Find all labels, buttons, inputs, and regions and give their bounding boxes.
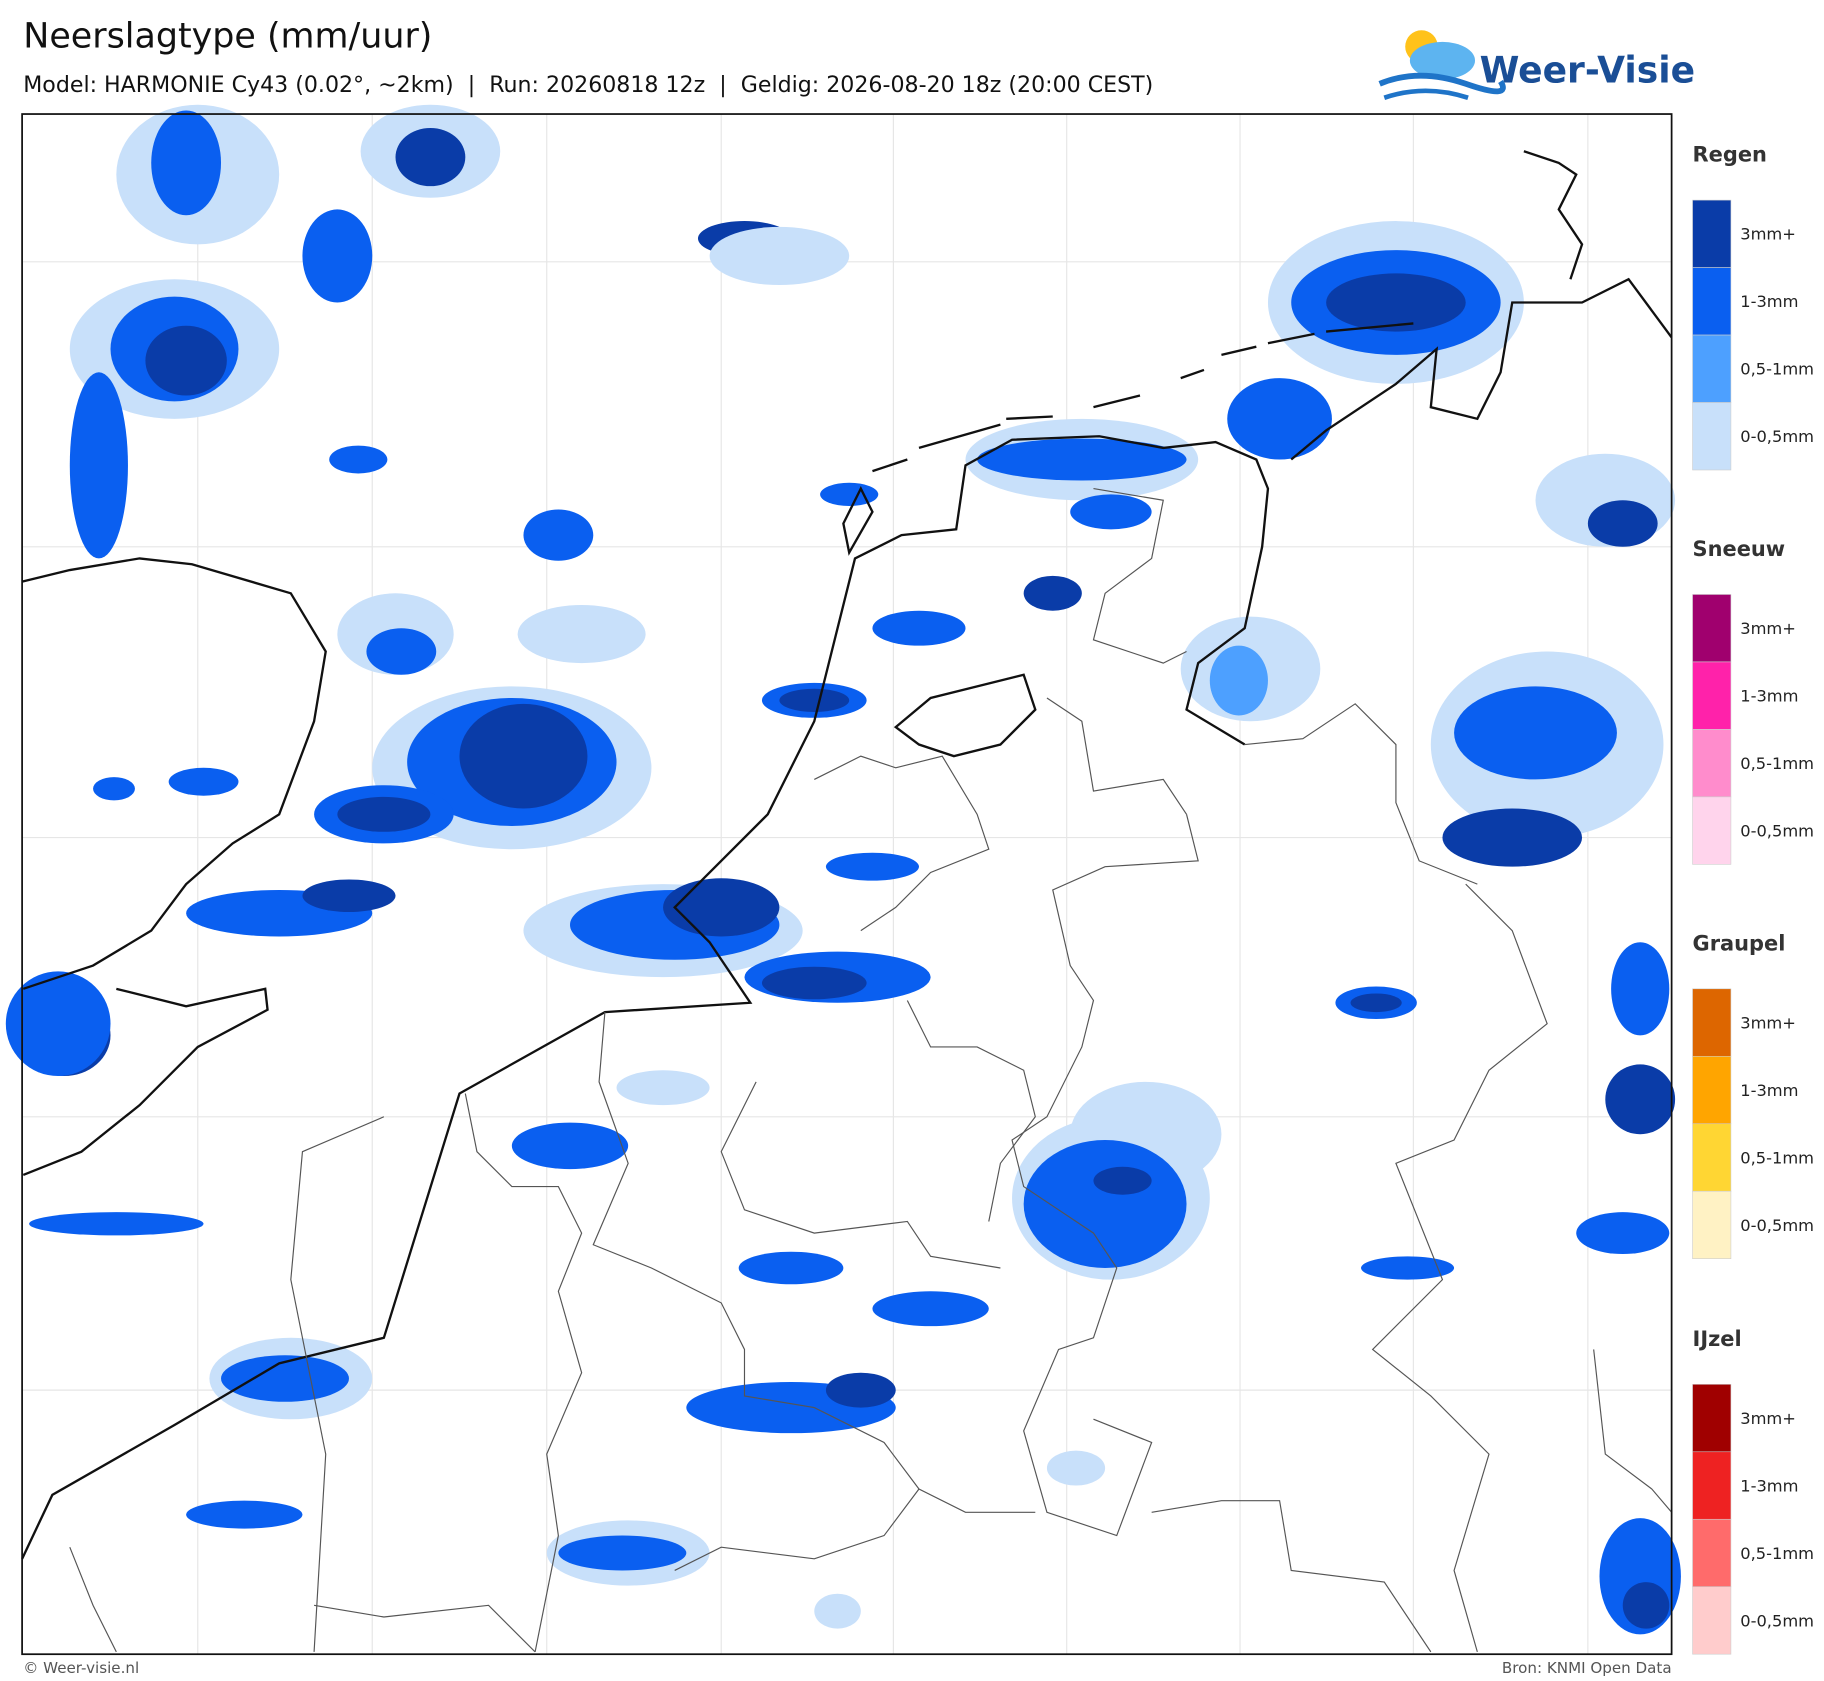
legend-swatch [1692, 729, 1732, 798]
precipitation [5, 104, 1681, 1635]
legend-swatch [1692, 334, 1732, 403]
legend-label: 0-0,5mm [1740, 1216, 1814, 1235]
legend-label: 1-3mm [1740, 292, 1798, 311]
legend-label: 0,5-1mm [1740, 1148, 1814, 1167]
borders [69, 488, 1673, 1653]
legend-label: 0,5-1mm [1740, 1544, 1814, 1563]
legend-swatch [1692, 988, 1732, 1057]
legend-label: 0,5-1mm [1740, 754, 1814, 773]
map [5, 104, 1681, 1656]
legend-label: 3mm+ [1740, 1409, 1796, 1428]
legend-label: 0-0,5mm [1740, 1611, 1814, 1630]
legend-label: 1-3mm [1740, 1081, 1798, 1100]
legend-swatch [1692, 402, 1732, 471]
legend-title: Graupel [1693, 931, 1786, 955]
legend-label: 0-0,5mm [1740, 821, 1814, 840]
legend-swatch [1692, 1451, 1732, 1520]
legend-swatch [1692, 661, 1732, 730]
legend-label: 0-0,5mm [1740, 427, 1814, 446]
legend-label: 1-3mm [1740, 686, 1798, 705]
legend-swatch [1692, 796, 1732, 865]
legend-swatch [1692, 1190, 1732, 1259]
footer-right: Bron: KNMI Open Data [1502, 1659, 1672, 1677]
map-frame [21, 113, 1673, 1656]
legend-swatch [1692, 199, 1732, 268]
logo: Weer-Visie [1378, 30, 1695, 100]
footer-left: © Weer-visie.nl [23, 1659, 139, 1677]
legend-swatch [1692, 1586, 1732, 1655]
title: Neerslagtype (mm/uur) [23, 17, 432, 57]
coastlines [21, 150, 1673, 1560]
legend-swatch [1692, 1123, 1732, 1192]
legend-title: Regen [1693, 143, 1767, 167]
legend-title: IJzel [1693, 1327, 1742, 1351]
legend-title: Sneeuw [1693, 537, 1786, 561]
legend-swatch [1692, 267, 1732, 336]
subtitle: Model: HARMONIE Cy43 (0.02°, ~2km) | Run… [23, 72, 1153, 98]
legend-swatch [1692, 1055, 1732, 1125]
legend-label: 3mm+ [1740, 619, 1796, 638]
legend: Regen 3mm+ 1-3mm 0,5-1mm 0-0,5mm Sneeuw 3mm+ 1-… [1692, 143, 1814, 1655]
legend-label: 3mm+ [1740, 1013, 1796, 1032]
legend-label: 0,5-1mm [1740, 360, 1814, 379]
logo-text: Weer-Visie [1480, 50, 1695, 92]
legend-swatch [1692, 1518, 1732, 1588]
legend-swatch [1692, 1384, 1732, 1453]
legend-swatch [1692, 594, 1732, 663]
legend-label: 3mm+ [1740, 225, 1796, 244]
legend-label: 1-3mm [1740, 1476, 1798, 1495]
